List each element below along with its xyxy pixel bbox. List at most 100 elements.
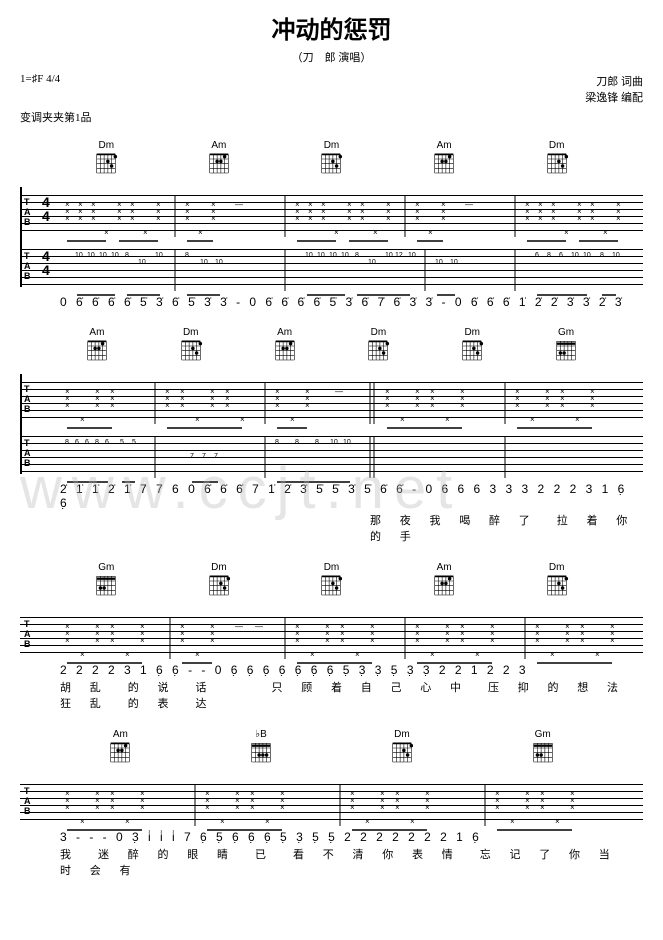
svg-text:×: × (545, 401, 550, 410)
chord-diagram-icon (366, 339, 390, 367)
svg-text:×: × (525, 803, 530, 812)
svg-text:×: × (140, 803, 145, 812)
chord-diagram-icon (545, 152, 569, 180)
svg-text:—: — (235, 622, 243, 631)
svg-text:×: × (415, 214, 420, 223)
svg-text:×: × (386, 214, 391, 223)
svg-text:×: × (590, 214, 595, 223)
svg-text:10: 10 (317, 252, 325, 259)
svg-text:×: × (441, 214, 446, 223)
svg-text:×: × (365, 817, 370, 826)
svg-text:×: × (360, 214, 365, 223)
svg-text:8: 8 (295, 439, 299, 446)
chord-diagram-icon (273, 339, 297, 367)
svg-text:10: 10 (99, 252, 107, 259)
svg-text:×: × (565, 636, 570, 645)
svg-text:×: × (555, 817, 560, 826)
credits-composer: 刀郎 词曲 (585, 73, 643, 89)
chord-label: Dm (545, 140, 569, 151)
performer-subtitle: （刀 郎 演唱） (20, 49, 643, 65)
music-system-3: Gm3 Dm Dm Am Dm TAB ××× × ××× ××× × ××× (20, 562, 643, 711)
svg-text:×: × (220, 817, 225, 826)
chord-diagram-icon (94, 152, 118, 180)
svg-text:×: × (95, 401, 100, 410)
svg-text:×: × (445, 415, 450, 424)
svg-text:×: × (240, 415, 245, 424)
svg-text:×: × (603, 228, 608, 237)
chord-label: Am (207, 140, 231, 151)
svg-text:×: × (538, 214, 543, 223)
music-system-2: Am Dm Am Dm Dm Gm3 TAB ××× × ××× ××× (20, 327, 643, 544)
svg-text:×: × (80, 415, 85, 424)
svg-text:8: 8 (185, 252, 189, 259)
chord-label: Dm (207, 562, 231, 573)
svg-text:×: × (495, 803, 500, 812)
svg-text:3: 3 (531, 743, 532, 751)
svg-text:×: × (295, 636, 300, 645)
svg-text:×: × (65, 401, 70, 410)
svg-text:6: 6 (105, 439, 109, 446)
svg-text:×: × (445, 636, 450, 645)
svg-text:×: × (308, 214, 313, 223)
svg-text:×: × (210, 401, 215, 410)
svg-text:7: 7 (202, 453, 206, 460)
chord-diagram-icon (179, 339, 203, 367)
chord-diagram-icon (545, 574, 569, 602)
chord-label: Am (432, 562, 456, 573)
svg-text:×: × (590, 401, 595, 410)
svg-text:7: 7 (190, 453, 194, 460)
svg-text:6: 6 (559, 252, 563, 259)
svg-text:×: × (185, 214, 190, 223)
chord-diagram-icon (249, 741, 273, 769)
svg-text:×: × (180, 401, 185, 410)
svg-text:10: 10 (435, 259, 443, 266)
svg-text:×: × (65, 803, 70, 812)
svg-text:×: × (410, 817, 415, 826)
svg-text:×: × (95, 636, 100, 645)
svg-text:8: 8 (355, 252, 359, 259)
svg-text:×: × (428, 228, 433, 237)
svg-text:10: 10 (111, 252, 119, 259)
svg-text:×: × (143, 228, 148, 237)
svg-text:7: 7 (214, 453, 218, 460)
tab-staff: TAB ××× × ××× ××× × ××× ××× × ××× (20, 609, 643, 659)
numeric-notation: 3 - - - 0 3̣ i̇ i̇ i̇ 7 6̣ 5̣ 6̣ 6̣ 6̣ 5… (20, 830, 643, 844)
svg-text:×: × (430, 401, 435, 410)
svg-text:×: × (460, 401, 465, 410)
chord-label: Dm (179, 327, 203, 338)
svg-text:×: × (140, 636, 145, 645)
svg-text:×: × (65, 636, 70, 645)
svg-text:×: × (577, 214, 582, 223)
svg-text:×: × (180, 636, 185, 645)
chord-diagram-icon (390, 741, 414, 769)
svg-text:3: 3 (94, 576, 95, 584)
svg-text:×: × (460, 636, 465, 645)
svg-text:×: × (616, 214, 621, 223)
svg-text:10: 10 (571, 252, 579, 259)
svg-text:10: 10 (200, 259, 208, 266)
chord-label: Gm (94, 562, 118, 573)
chord-diagram-icon (207, 574, 231, 602)
song-title: 冲动的惩罚 (20, 10, 643, 45)
svg-text:×: × (80, 817, 85, 826)
svg-text:×: × (130, 214, 135, 223)
svg-text:6: 6 (535, 252, 539, 259)
svg-text:×: × (430, 650, 435, 659)
svg-text:×: × (195, 415, 200, 424)
chord-label: Dm (319, 562, 343, 573)
svg-text:×: × (334, 228, 339, 237)
svg-text:6: 6 (85, 439, 89, 446)
svg-text:5: 5 (132, 439, 136, 446)
svg-text:×: × (165, 401, 170, 410)
chord-label: Dm (366, 327, 390, 338)
svg-text:×: × (125, 650, 130, 659)
svg-text:×: × (110, 636, 115, 645)
svg-text:×: × (225, 401, 230, 410)
svg-text:×: × (65, 214, 70, 223)
svg-text:10: 10 (75, 252, 83, 259)
chord-label: Am (273, 327, 297, 338)
lyrics-row: 我 迷 醉 的 眼 睛 已 看 不 清 你 表 情 忘 记 了 你 当 时 会 … (20, 846, 643, 878)
svg-text:×: × (395, 803, 400, 812)
svg-text:×: × (250, 803, 255, 812)
svg-text:×: × (78, 214, 83, 223)
